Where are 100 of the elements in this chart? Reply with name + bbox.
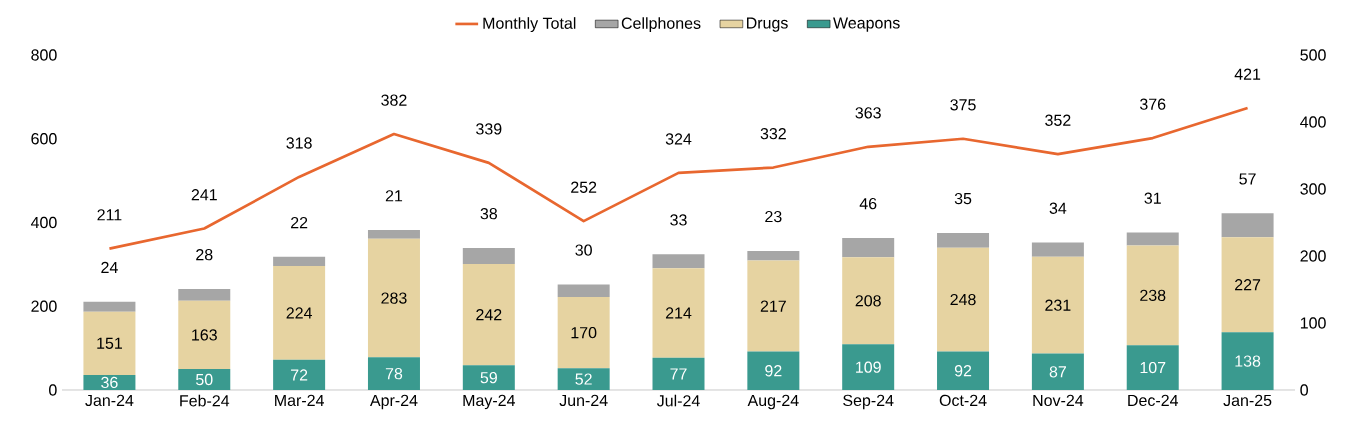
bar (178, 300, 231, 370)
bar (1031, 242, 1084, 257)
data-label: 231 (1045, 299, 1071, 311)
data-label: 50 (196, 373, 213, 386)
data-label: 22 (291, 216, 308, 229)
data-label: 46 (859, 197, 877, 210)
bar (83, 374, 136, 390)
bar (557, 368, 610, 390)
x-tick-label: Nov-24 (1033, 394, 1084, 407)
data-label: 138 (1235, 355, 1261, 367)
bar (1126, 345, 1179, 390)
y-tick-label: 400 (30, 216, 57, 229)
data-label: 318 (286, 137, 312, 149)
data-label: 87 (1049, 366, 1066, 378)
data-label: 28 (196, 249, 213, 261)
data-label: 72 (291, 369, 308, 381)
data-label: 107 (1140, 361, 1166, 374)
data-label: 23 (765, 210, 782, 223)
bar (937, 247, 990, 352)
bar (273, 256, 326, 267)
x-tick-label: Jan-24 (85, 394, 134, 407)
data-label: 170 (571, 326, 597, 339)
data-label: 332 (760, 127, 786, 140)
data-label: 238 (1140, 289, 1166, 302)
x-tick-label: May-24 (463, 394, 516, 410)
data-label: 31 (1144, 192, 1161, 204)
data-label: 151 (97, 337, 122, 349)
bar (178, 289, 231, 301)
data-label: 324 (665, 133, 692, 145)
data-label: 242 (476, 309, 502, 321)
data-label: 375 (950, 99, 976, 111)
data-label: 109 (856, 361, 881, 373)
data-label: 52 (575, 373, 592, 385)
data-label: 363 (855, 107, 881, 119)
bar (937, 351, 990, 390)
data-label: 77 (670, 368, 687, 380)
data-label: 33 (670, 214, 687, 226)
data-label: 35 (954, 192, 972, 205)
data-label: 30 (575, 244, 592, 256)
x-tick-label: Jun-24 (559, 394, 608, 407)
bar (652, 268, 705, 358)
data-label: 217 (760, 300, 786, 312)
data-label: 421 (1234, 68, 1261, 80)
data-label: 59 (480, 371, 497, 384)
bar (842, 238, 895, 258)
data-label: 38 (480, 208, 498, 220)
y-tick-label: 0 (49, 384, 57, 396)
y-tick-label: 800 (31, 49, 57, 61)
bar (273, 359, 326, 390)
data-label: 78 (385, 368, 403, 380)
data-label: 24 (101, 261, 118, 273)
x-tick-label: Sep-24 (843, 394, 894, 410)
bar (1031, 353, 1084, 390)
legend-label: Monthly Total (483, 17, 576, 33)
y2-tick-label: 300 (1300, 183, 1326, 195)
bar (462, 365, 515, 390)
data-label: 248 (950, 293, 976, 306)
legend-label: Cellphones (621, 17, 701, 33)
data-label: 283 (381, 292, 407, 304)
data-label: 57 (1239, 173, 1256, 185)
bar (273, 266, 326, 360)
y-tick-label: 600 (31, 133, 57, 145)
bar (842, 344, 895, 390)
data-label: 352 (1045, 114, 1071, 126)
x-tick-label: Apr-24 (369, 394, 418, 410)
data-label: 382 (381, 94, 407, 106)
bar (747, 351, 800, 390)
bar (747, 250, 800, 261)
bar (652, 357, 705, 390)
data-label: 208 (855, 295, 881, 307)
bar (557, 297, 610, 369)
bar (937, 232, 990, 248)
y2-tick-label: 100 (1300, 317, 1326, 329)
bar (1126, 245, 1179, 346)
bar (83, 311, 136, 375)
bar (367, 357, 420, 390)
x-tick-label: Dec-24 (1128, 394, 1179, 407)
bar (557, 284, 610, 298)
bar (83, 301, 136, 312)
x-tick-label: Feb-24 (180, 394, 230, 407)
x-tick-label: Jan-25 (1223, 394, 1272, 407)
y2-tick-label: 0 (1300, 384, 1308, 396)
data-label: 36 (101, 376, 118, 389)
data-label: 211 (97, 209, 122, 221)
bar (462, 248, 515, 264)
data-label: 227 (1235, 279, 1261, 291)
bar (652, 254, 705, 269)
data-label: 92 (954, 365, 972, 377)
data-label: 376 (1139, 98, 1166, 110)
bar (367, 238, 420, 358)
legend-label: Weapons (833, 17, 900, 32)
data-label: 252 (571, 181, 597, 193)
data-label: 241 (191, 189, 217, 201)
data-label: 34 (1049, 202, 1067, 214)
x-tick-label: Jul-24 (656, 394, 700, 407)
x-tick-label: Mar-24 (275, 394, 324, 407)
data-label: 21 (385, 190, 403, 202)
y-tick-label: 200 (31, 300, 57, 312)
y2-tick-label: 500 (1300, 49, 1326, 61)
bar (367, 230, 420, 239)
